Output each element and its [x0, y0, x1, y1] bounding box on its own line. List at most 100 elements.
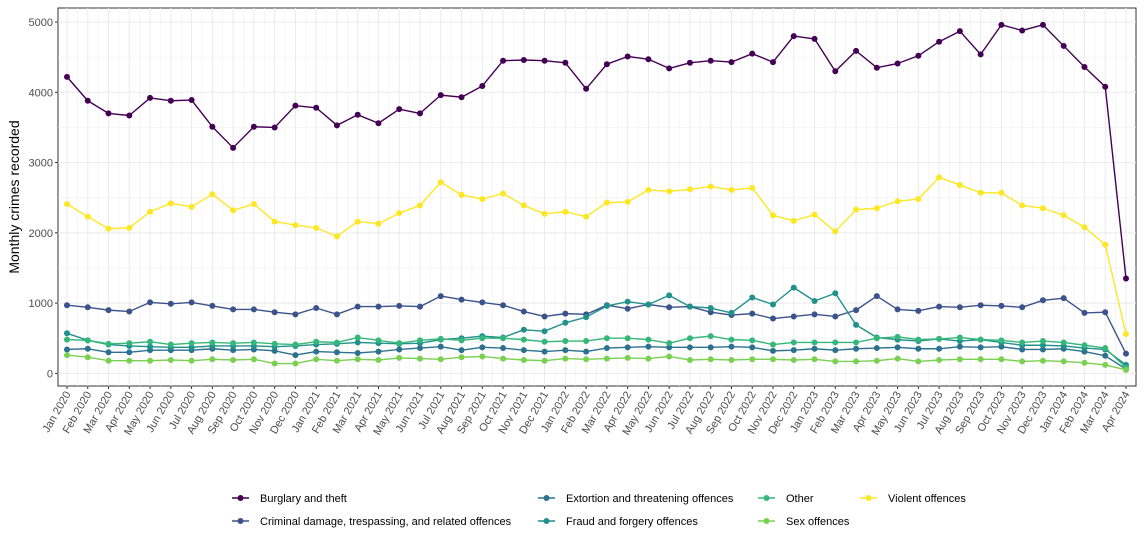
data-point: [790, 339, 797, 346]
data-point: [998, 302, 1005, 309]
data-point: [105, 340, 112, 347]
data-point: [603, 61, 610, 68]
y-axis: 0 1000 2000 3000 4000 5000: [29, 17, 58, 380]
data-point: [396, 340, 403, 347]
data-point: [437, 92, 444, 99]
data-point: [1102, 361, 1109, 368]
data-point: [209, 191, 216, 198]
data-point: [936, 357, 943, 364]
series-line: [66, 354, 1127, 371]
data-point: [832, 347, 839, 354]
data-point: [936, 335, 943, 342]
data-point: [770, 301, 776, 308]
data-point: [1060, 358, 1067, 365]
legend-key-point: [237, 495, 244, 501]
data-point: [147, 338, 154, 345]
data-point: [354, 349, 361, 356]
data-point: [728, 309, 735, 316]
series-4: [64, 333, 1129, 371]
data-point: [790, 313, 797, 320]
data-point: [84, 97, 91, 104]
data-point: [915, 52, 922, 59]
data-point: [832, 339, 839, 346]
data-point: [1019, 339, 1026, 346]
data-point: [147, 94, 154, 101]
y-tick-label: 5000: [29, 17, 53, 29]
data-point: [749, 310, 756, 317]
data-point: [1102, 83, 1109, 90]
data-point: [250, 201, 257, 208]
data-point: [188, 299, 195, 306]
data-point: [832, 313, 839, 320]
data-point: [354, 339, 361, 346]
data-point: [853, 206, 860, 213]
data-point: [956, 304, 963, 311]
data-point: [1060, 212, 1067, 219]
data-point: [686, 335, 693, 342]
y-tick-label: 4000: [29, 87, 53, 99]
data-point: [271, 124, 278, 131]
data-point: [500, 302, 507, 309]
data-point: [437, 356, 444, 363]
data-point: [770, 212, 776, 219]
data-point: [354, 303, 361, 310]
data-point: [728, 343, 735, 350]
legend-label: Sex offences: [786, 516, 850, 528]
data-point: [583, 348, 590, 355]
data-point: [666, 188, 673, 195]
data-point: [479, 82, 486, 89]
data-point: [645, 343, 652, 350]
data-point: [915, 336, 922, 343]
data-point: [458, 191, 465, 198]
data-point: [147, 343, 154, 350]
data-point: [417, 202, 423, 209]
data-point: [375, 348, 382, 355]
data-point: [894, 198, 901, 205]
data-point: [790, 347, 797, 354]
data-point: [64, 201, 70, 208]
data-point: [894, 306, 901, 313]
data-point: [811, 311, 818, 318]
data-point: [915, 345, 922, 352]
data-point: [811, 211, 818, 218]
data-point: [562, 347, 569, 354]
data-point: [313, 305, 320, 312]
data-point: [707, 344, 714, 351]
data-point: [167, 357, 174, 364]
data-point: [292, 102, 299, 109]
data-point: [105, 225, 112, 232]
data-point: [167, 200, 174, 207]
data-point: [645, 301, 652, 308]
series-5: [64, 352, 1129, 373]
data-point: [188, 203, 195, 210]
data-point: [417, 303, 423, 310]
series-line: [66, 286, 1127, 366]
data-point: [105, 349, 112, 356]
data-point: [998, 343, 1005, 350]
data-point: [915, 307, 922, 314]
data-point: [707, 57, 714, 64]
data-point: [250, 123, 257, 130]
series-2: [64, 343, 1129, 373]
data-point: [707, 309, 714, 316]
data-point: [873, 357, 880, 364]
data-point: [666, 344, 673, 351]
data-point: [873, 335, 880, 342]
data-point: [126, 224, 133, 231]
data-point: [790, 357, 797, 364]
data-point: [749, 356, 756, 363]
data-point: [520, 336, 527, 343]
data-point: [583, 213, 590, 220]
data-point: [977, 51, 984, 58]
data-point: [250, 339, 257, 346]
legend-item-0: Burglary and theft: [232, 493, 347, 505]
data-point: [375, 337, 382, 344]
legend-label: Burglary and theft: [260, 493, 347, 505]
data-point: [354, 356, 361, 363]
data-point: [894, 333, 901, 340]
data-point: [562, 319, 569, 326]
data-point: [188, 97, 195, 104]
data-point: [354, 334, 361, 341]
data-point: [541, 328, 548, 335]
